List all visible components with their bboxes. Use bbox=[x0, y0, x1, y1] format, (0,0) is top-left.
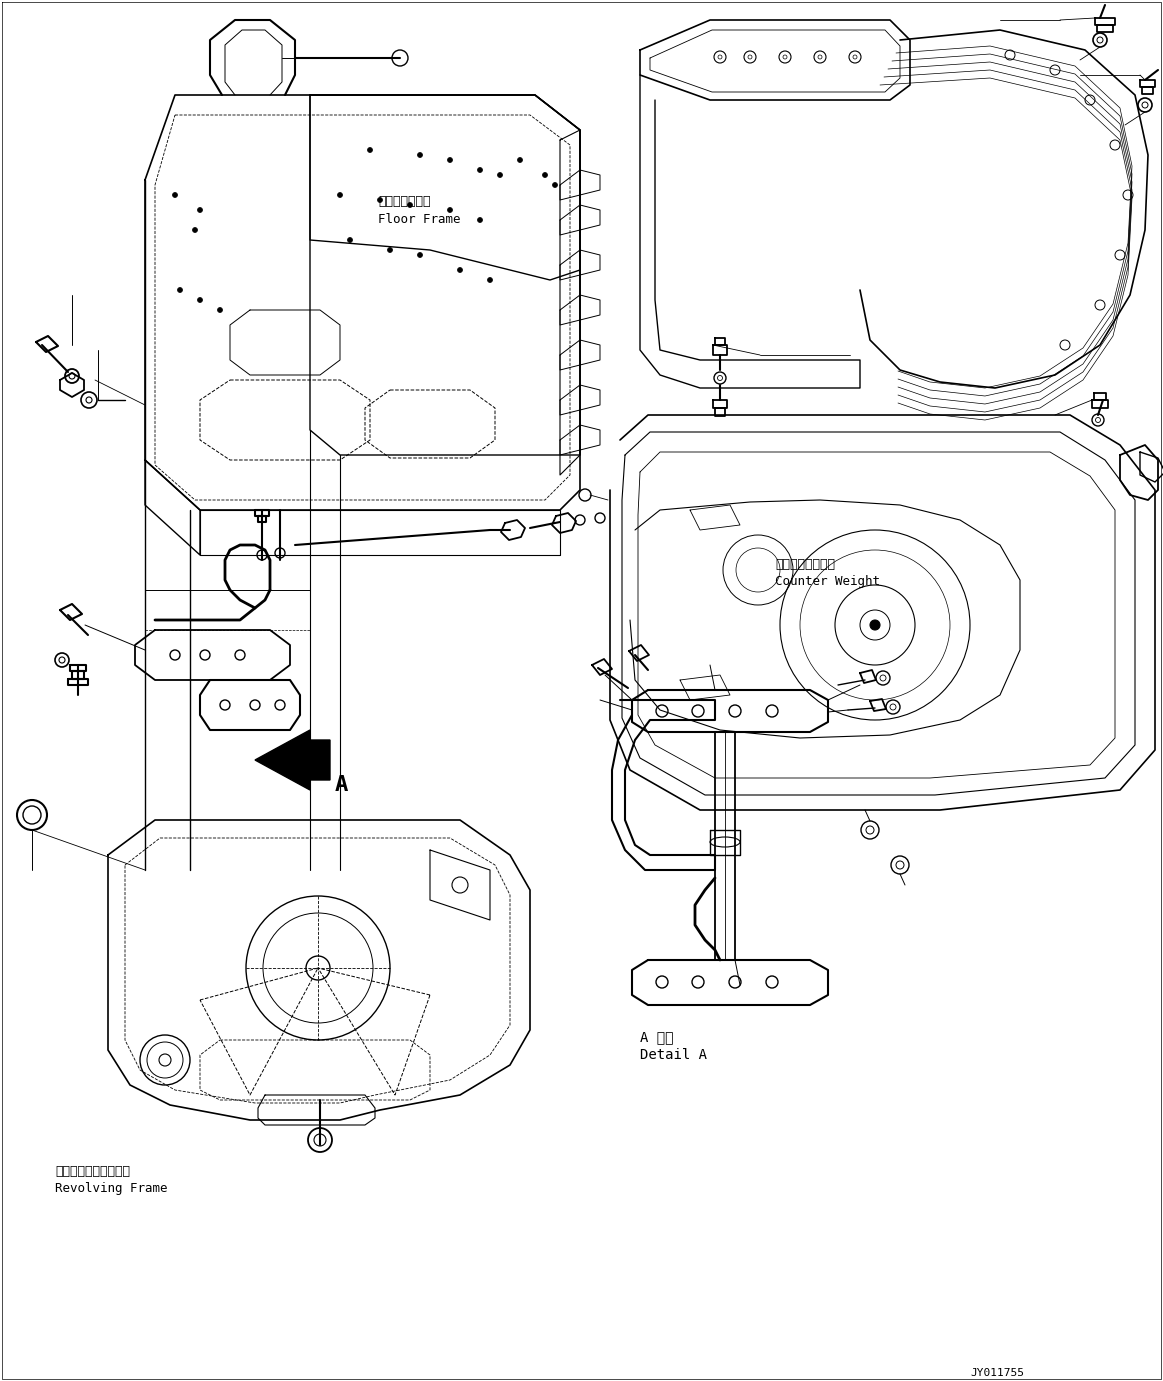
Text: A: A bbox=[335, 775, 349, 795]
Circle shape bbox=[498, 173, 502, 178]
Circle shape bbox=[407, 203, 413, 207]
Text: A 詳細: A 詳細 bbox=[640, 1030, 673, 1044]
Circle shape bbox=[387, 247, 392, 253]
Circle shape bbox=[337, 192, 342, 197]
Circle shape bbox=[418, 152, 422, 157]
Circle shape bbox=[418, 253, 422, 257]
Circle shape bbox=[306, 956, 330, 981]
Circle shape bbox=[368, 148, 372, 152]
Circle shape bbox=[198, 297, 202, 302]
Circle shape bbox=[178, 287, 183, 293]
Circle shape bbox=[478, 167, 483, 173]
Text: JY011755: JY011755 bbox=[970, 1369, 1023, 1378]
Text: フロアフレーム: フロアフレーム bbox=[378, 195, 430, 209]
Circle shape bbox=[348, 238, 352, 243]
Text: Counter Weight: Counter Weight bbox=[775, 574, 880, 588]
Circle shape bbox=[518, 157, 522, 163]
Circle shape bbox=[457, 268, 463, 272]
Circle shape bbox=[552, 182, 557, 188]
Circle shape bbox=[308, 1128, 331, 1152]
Circle shape bbox=[448, 207, 452, 213]
Text: Floor Frame: Floor Frame bbox=[378, 213, 461, 226]
Circle shape bbox=[65, 369, 79, 383]
Circle shape bbox=[172, 192, 178, 197]
Circle shape bbox=[217, 308, 222, 312]
Circle shape bbox=[55, 653, 69, 667]
Text: レボルビングフレーム: レボルビングフレーム bbox=[55, 1166, 130, 1178]
Circle shape bbox=[487, 278, 492, 283]
Circle shape bbox=[17, 800, 47, 830]
Polygon shape bbox=[255, 731, 330, 790]
Circle shape bbox=[81, 392, 97, 407]
Circle shape bbox=[448, 157, 452, 163]
Circle shape bbox=[378, 197, 383, 203]
Text: Revolving Frame: Revolving Frame bbox=[55, 1182, 167, 1195]
Circle shape bbox=[478, 217, 483, 222]
Circle shape bbox=[870, 620, 880, 630]
Text: カウンタウェイト: カウンタウェイト bbox=[775, 558, 835, 570]
Circle shape bbox=[193, 228, 198, 232]
Circle shape bbox=[198, 207, 202, 213]
Circle shape bbox=[542, 173, 548, 178]
Text: Detail A: Detail A bbox=[640, 1048, 707, 1062]
